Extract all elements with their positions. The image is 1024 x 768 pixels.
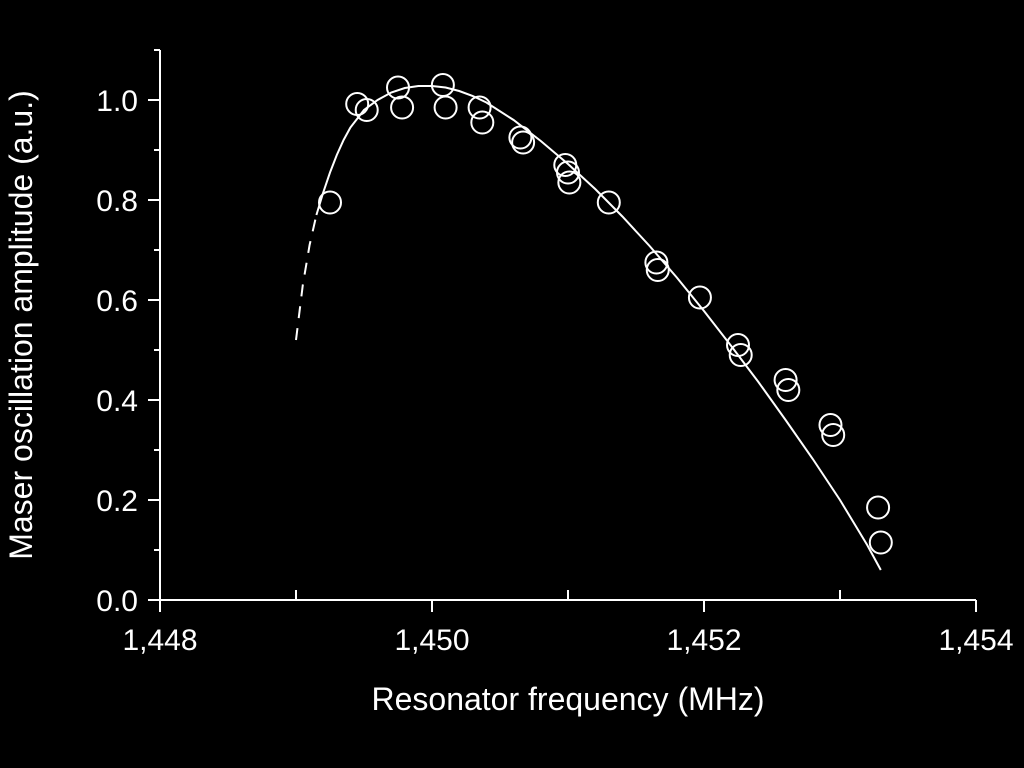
- y-tick-label: 0.0: [96, 585, 138, 618]
- data-point: [557, 170, 582, 195]
- data-point: [818, 413, 843, 437]
- y-axis-title: Maser oscillation amplitude (a.u.): [3, 90, 39, 560]
- data-point: [773, 368, 798, 392]
- data-point: [433, 95, 458, 120]
- data-point: [511, 130, 536, 155]
- data-point: [430, 73, 455, 97]
- data-point: [596, 190, 621, 215]
- data-point: [645, 258, 670, 282]
- x-tick-label: 1,452: [666, 624, 741, 657]
- data-point: [467, 95, 492, 120]
- fit-curve: [295, 85, 882, 571]
- y-tick-label: 0.2: [96, 485, 138, 518]
- data-point: [728, 343, 753, 367]
- y-tick-label: 1.0: [96, 85, 138, 118]
- data-point: [776, 378, 801, 402]
- y-tick-label: 0.6: [96, 285, 138, 318]
- fit-curve-extrapolation-left: [295, 214, 318, 341]
- data-point: [386, 75, 410, 100]
- y-tick-label: 0.8: [96, 185, 138, 218]
- data-point: [868, 530, 893, 555]
- x-tick-label: 1,454: [938, 624, 1013, 657]
- data-point: [644, 250, 669, 275]
- data-point: [866, 495, 891, 520]
- fit-curve-line: [315, 85, 882, 571]
- data-point: [318, 190, 342, 215]
- data-point: [821, 423, 846, 447]
- data-point: [390, 95, 415, 120]
- data-point: [470, 110, 495, 135]
- x-tick-label: 1,448: [122, 624, 197, 657]
- data-point: [726, 333, 750, 357]
- y-tick-label: 0.4: [96, 385, 138, 418]
- data-point: [354, 98, 379, 122]
- x-tick-label: 1,450: [394, 624, 469, 657]
- data-point: [556, 160, 580, 185]
- data-points: [318, 73, 893, 555]
- x-axis-title: Resonator frequency (MHz): [371, 681, 764, 717]
- data-point: [508, 125, 533, 150]
- axes: 0.0 0.2 0.4 0.6 0.8 1.0 1,448 1,450 1,452 1,454: [96, 49, 1014, 657]
- data-point: [687, 285, 712, 310]
